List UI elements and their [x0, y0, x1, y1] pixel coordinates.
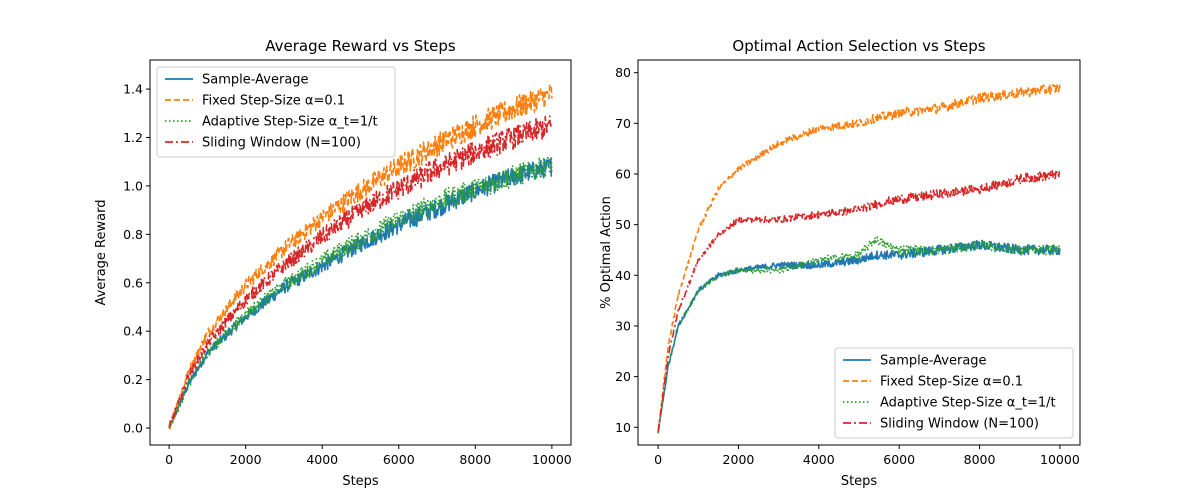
x-tick-label: 4000	[803, 452, 835, 467]
chart-panel-2: 0 2000 4000 6000 8000 10000 10 20 30 40 50 60 70 80 Op…	[599, 37, 1081, 489]
x-tick-label: 2000	[230, 452, 262, 467]
legend-label-3: Adaptive Step-Size α_t=1/t	[202, 115, 378, 130]
y-tick-label: 40	[615, 268, 631, 283]
series-line-3	[168, 155, 553, 427]
chart-title: Optimal Action Selection vs Steps	[732, 37, 985, 55]
series-group	[657, 83, 1061, 434]
legend: Sample-Average Fixed Step-Size α=0.1 Adapt…	[834, 347, 1074, 439]
y-tick-label: 80	[615, 65, 631, 80]
series-line-2	[168, 84, 553, 430]
legend-label-3: Adaptive Step-Size α_t=1/t	[880, 396, 1056, 411]
x-tick-label: 0	[165, 452, 173, 467]
x-tick-label: 0	[654, 452, 662, 467]
y-tick-label: 30	[615, 318, 631, 333]
legend-label-2: Fixed Step-Size α=0.1	[880, 375, 1023, 390]
y-tick-label: 50	[615, 217, 631, 232]
y-axis-label: Average Reward	[94, 200, 109, 306]
plot-frame	[149, 59, 572, 446]
legend: Sample-Average Fixed Step-Size α=0.1 Adapt…	[156, 66, 396, 158]
x-tick-label: 8000	[459, 452, 491, 467]
legend-label-2: Fixed Step-Size α=0.1	[202, 94, 345, 109]
series-line-3	[657, 236, 1061, 434]
x-tick-label: 8000	[964, 452, 996, 467]
x-tick-label: 10000	[1040, 452, 1080, 467]
y-tick-label: 0.8	[123, 227, 143, 242]
legend-label-1: Sample-Average	[880, 354, 987, 369]
y-tick-label: 0.4	[123, 324, 143, 339]
series-line-2	[657, 83, 1061, 434]
legend-label-4: Sliding Window (N=100)	[880, 417, 1039, 432]
x-axis-label: Steps	[841, 474, 878, 489]
y-tick-label: 1.0	[123, 178, 143, 193]
y-tick-label: 70	[615, 116, 631, 131]
series-group	[168, 84, 553, 430]
legend-label-4: Sliding Window (N=100)	[202, 136, 361, 151]
chart-title: Average Reward vs Steps	[265, 37, 456, 55]
y-tick-label: 0.0	[123, 421, 143, 436]
y-axis-label: % Optimal Action	[599, 196, 614, 309]
y-tick-label: 1.4	[123, 82, 143, 97]
plot-frame	[637, 59, 1081, 446]
chart-panel-1: 0 2000 4000 6000 8000 10000 0.0 0.2 0.4 0.6 0.8 1.0…	[94, 37, 572, 489]
x-tick-label: 6000	[883, 452, 915, 467]
y-tick-label: 10	[615, 420, 631, 435]
y-tick-label: 0.2	[123, 372, 143, 387]
legend-box	[156, 66, 396, 158]
x-tick-label: 10000	[532, 452, 572, 467]
x-tick-label: 2000	[723, 452, 755, 467]
series-line-4	[168, 115, 553, 428]
y-tick-label: 20	[615, 369, 631, 384]
series-line-4	[657, 168, 1061, 433]
x-tick-label: 4000	[306, 452, 338, 467]
x-tick-label: 6000	[383, 452, 415, 467]
legend-label-1: Sample-Average	[202, 73, 309, 88]
y-tick-label: 60	[615, 166, 631, 181]
y-tick-label: 0.6	[123, 275, 143, 290]
y-tick-label: 1.2	[123, 130, 143, 145]
x-axis-label: Steps	[342, 474, 379, 489]
legend-box	[834, 347, 1074, 439]
